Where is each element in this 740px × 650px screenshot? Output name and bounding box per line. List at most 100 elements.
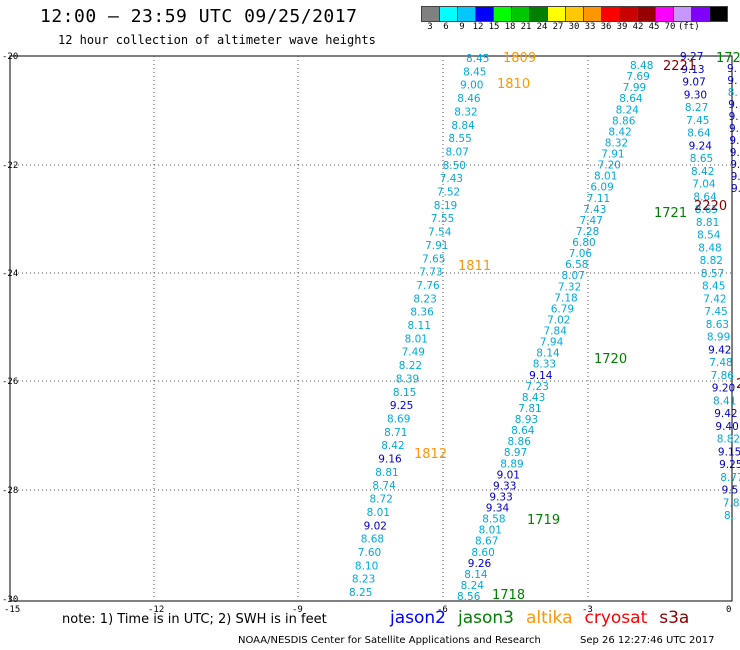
legend-s3a: s3a bbox=[659, 608, 690, 628]
swh-reading: 8.45 bbox=[702, 281, 725, 293]
pass-number-label: 1810 bbox=[497, 77, 530, 92]
map-title: 12:00 – 23:59 UTC 09/25/2017 bbox=[40, 6, 358, 27]
swh-reading: 7.84 bbox=[544, 326, 568, 338]
y-tick-label: -20 bbox=[2, 52, 18, 62]
x-tick-label: -15 bbox=[4, 605, 20, 615]
swh-reading: 9.16 bbox=[378, 454, 402, 466]
swh-reading: 8.01 bbox=[367, 507, 390, 519]
swh-reading: 8.74 bbox=[372, 480, 396, 492]
swh-reading: 7.91 bbox=[425, 240, 448, 252]
swh-reading: 6.80 bbox=[572, 237, 595, 249]
swh-reading: 8.10 bbox=[355, 560, 378, 572]
swh-reading: 7.47 bbox=[580, 215, 603, 227]
swh-reading: 8.24 bbox=[616, 104, 640, 116]
swh-reading: 7.48 bbox=[709, 357, 732, 369]
swh-reading: 8.86 bbox=[612, 115, 636, 127]
swh-reading: 6.79 bbox=[551, 303, 574, 315]
pass-number-label: 2 bbox=[736, 377, 740, 392]
swh-reading: 8. bbox=[724, 510, 734, 522]
colorbar-label: (ft) bbox=[678, 22, 700, 32]
swh-reading: 7.94 bbox=[540, 337, 564, 349]
swh-reading: 9.00 bbox=[460, 80, 483, 92]
graticule bbox=[10, 56, 732, 599]
swh-reading: 9.25 bbox=[719, 459, 740, 471]
swh-reading: 9. bbox=[731, 171, 740, 183]
colorbar-label: 30 bbox=[568, 22, 580, 32]
swh-reading: 9. bbox=[727, 75, 737, 87]
pass-number-label: 1719 bbox=[527, 513, 560, 528]
swh-reading: 7.23 bbox=[526, 381, 549, 393]
swh-reading: 8.46 bbox=[457, 93, 481, 105]
pass-labels: 1809 1810 1811 1812 1718 1719 1720 1721 2221 2220… bbox=[414, 51, 740, 603]
swh-reading: 9.20 bbox=[712, 383, 735, 395]
footer-note: note: 1) Time is in UTC; 2) SWH is in fe… bbox=[62, 612, 327, 627]
colorbar-label: 33 bbox=[584, 22, 596, 32]
swh-reading: 7.69 bbox=[626, 71, 649, 83]
swh-reading: 8.97 bbox=[504, 447, 527, 459]
swh-reading: 9.24 bbox=[689, 140, 713, 152]
pass-number-label: 1718 bbox=[492, 588, 525, 603]
y-tick-label: -28 bbox=[2, 486, 18, 496]
colorbar-label: 15 bbox=[488, 22, 500, 32]
swh-reading: 8.55 bbox=[448, 133, 471, 145]
pass-number-label: 172 bbox=[716, 51, 740, 66]
swh-reading: 6.58 bbox=[565, 259, 588, 271]
pass-number-label: 2221 bbox=[663, 59, 696, 74]
swh-reading: 7.86 bbox=[711, 370, 735, 382]
swh-reading: 9.42 bbox=[708, 344, 731, 356]
swh-reading: 8.36 bbox=[410, 307, 434, 319]
swh-reading: 8.45 bbox=[463, 66, 486, 78]
swh-reading: 8.72 bbox=[370, 494, 393, 506]
satellite-legend: jason2 jason3 altika cryosat s3a bbox=[390, 608, 689, 628]
swh-reading: 7.99 bbox=[623, 82, 646, 94]
swh-reading: 8.27 bbox=[685, 102, 708, 114]
swh-reading: 9. bbox=[730, 159, 740, 171]
swh-reading: 7.60 bbox=[358, 547, 381, 559]
x-tick-label: -9 bbox=[292, 605, 303, 615]
swh-reading: 8.69 bbox=[387, 414, 410, 426]
swh-reading: 8.67 bbox=[475, 536, 498, 548]
swh-reading: 7.52 bbox=[437, 187, 460, 199]
swh-reading: 9.02 bbox=[364, 520, 387, 532]
swh-reading: 8.57 bbox=[701, 268, 724, 280]
swh-reading: 9.33 bbox=[493, 480, 516, 492]
swh-reading: 8.07 bbox=[446, 146, 469, 158]
x-tick-label: -12 bbox=[148, 605, 164, 615]
swh-reading: 8.33 bbox=[533, 359, 556, 371]
swh-reading: 7.20 bbox=[598, 160, 621, 172]
swh-reading: 8.86 bbox=[508, 436, 532, 448]
swh-reading: 8.64 bbox=[693, 191, 717, 203]
colorbar bbox=[421, 6, 728, 22]
x-tick-label: 0 bbox=[726, 605, 731, 615]
swh-reading: 8.93 bbox=[515, 414, 538, 426]
colorbar-label: 27 bbox=[552, 22, 564, 32]
colorbar-label: 45 bbox=[648, 22, 660, 32]
swh-reading: 7.54 bbox=[428, 227, 452, 239]
swh-reading: 9.33 bbox=[489, 491, 512, 503]
swh-reading: 8.81 bbox=[696, 217, 719, 229]
swh-reading: 7.8 bbox=[723, 497, 740, 509]
swh-reading: 8.84 bbox=[451, 120, 475, 132]
axis-ticks: -15 -12 -9 -6 -3 0-20-22-24-26-28-30 bbox=[2, 52, 731, 615]
swh-reading: 8.58 bbox=[482, 514, 505, 526]
swh-reading: 9. bbox=[731, 183, 740, 195]
swh-reading: 8.01 bbox=[594, 171, 617, 183]
swh-reading: 8.24 bbox=[461, 580, 485, 592]
swh-reading: 8.48 bbox=[630, 60, 653, 72]
swh-reading: 8.32 bbox=[454, 106, 477, 118]
swh-reading: 8.77 bbox=[720, 472, 740, 484]
swh-reading: 7.49 bbox=[402, 347, 425, 359]
swh-reading: 9.34 bbox=[486, 503, 510, 515]
swh-reading: 8.43 bbox=[522, 392, 545, 404]
swh-reading: 7.32 bbox=[558, 281, 581, 293]
swh-reading: 8.42 bbox=[381, 440, 404, 452]
pass-number-label: 1720 bbox=[594, 352, 627, 367]
swh-reading: 9.5 bbox=[722, 485, 739, 497]
swh-reading: 8.65 bbox=[695, 204, 718, 216]
swh-reading: 8.63 bbox=[706, 319, 729, 331]
swh-reading: 8.54 bbox=[697, 230, 721, 242]
swh-reading: 8.19 bbox=[434, 200, 457, 212]
swh-reading: 8.60 bbox=[471, 547, 494, 559]
colorbar-label: 18 bbox=[504, 22, 516, 32]
generated-timestamp: Sep 26 12:27:46 UTC 2017 bbox=[580, 635, 715, 646]
